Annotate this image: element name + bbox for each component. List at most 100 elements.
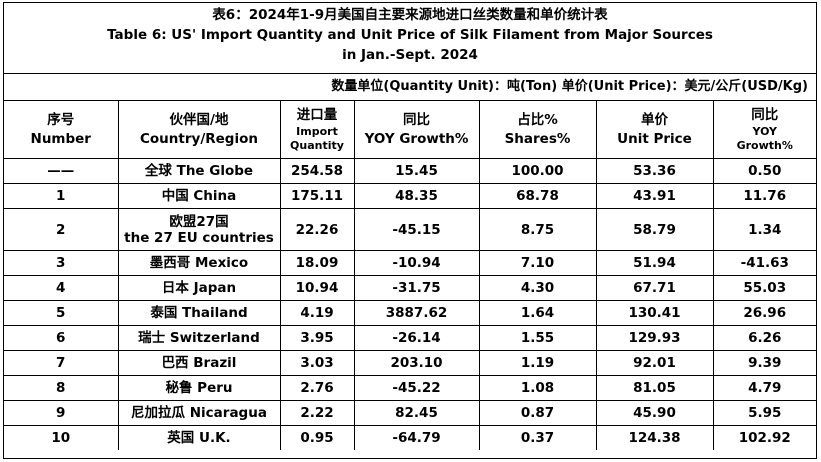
cell-number: 10 [4,425,119,450]
cell-quantity: 4.19 [279,300,355,326]
cell-quantity: 3.03 [279,350,355,376]
cell-country: 中国 China [117,183,281,209]
title-en-line1: Table 6: US' Import Quantity and Unit Pr… [107,27,713,43]
cell-unit-price: 58.79 [595,208,714,251]
cell-number: 8 [4,375,119,401]
cell-yoy: 82.45 [353,400,480,426]
header-yoy: 同比 YOY Growth% [353,100,480,159]
cell-share: 100.00 [478,158,597,184]
cell-unit-price: 92.01 [595,350,714,376]
cell-unit-price: 130.41 [595,300,714,326]
cell-share: 8.75 [478,208,597,251]
cell-country: 泰国 Thailand [117,300,281,326]
cell-unit-price: 53.36 [595,158,714,184]
cell-quantity: 3.95 [279,325,355,351]
table-row: —— 全球 The Globe 254.58 15.45 100.00 53.3… [4,158,816,184]
cell-share: 0.87 [478,400,597,426]
table-frame: 表6：2024年1-9月美国自主要来源地进口丝类数量和单价统计表 Table 6… [3,2,817,459]
cell-price-yoy: 55.03 [712,275,816,301]
cell-country: 墨西哥 Mexico [117,250,281,276]
cell-yoy: -10.94 [353,250,480,276]
cell-unit-price: 45.90 [595,400,714,426]
cell-share: 0.37 [478,425,597,450]
title-divider [4,73,816,74]
cell-quantity: 175.11 [279,183,355,209]
header-row: 序号 Number 伙伴国/地 Country/Region 进口量 Impor… [4,100,816,159]
cell-number: 6 [4,325,119,351]
cell-yoy: 15.45 [353,158,480,184]
cell-unit-price: 43.91 [595,183,714,209]
cell-price-yoy: 0.50 [712,158,816,184]
cell-country: 巴西 Brazil [117,350,281,376]
cell-country: 秘鲁 Peru [117,375,281,401]
cell-quantity: 2.76 [279,375,355,401]
cell-country: 英国 U.K. [117,425,281,450]
table-row: 3 墨西哥 Mexico 18.09 -10.94 7.10 51.94 -41… [4,250,816,276]
cell-number: —— [4,158,119,184]
cell-share: 1.64 [478,300,597,326]
header-quantity: 进口量 Import Quantity [279,100,355,159]
cell-country: 瑞士 Switzerland [117,325,281,351]
header-country: 伙伴国/地 Country/Region [117,100,281,159]
cell-number: 5 [4,300,119,326]
cell-share: 4.30 [478,275,597,301]
cell-country: 欧盟27国 the 27 EU countries [117,208,281,251]
cell-number: 4 [4,275,119,301]
data-table: 序号 Number 伙伴国/地 Country/Region 进口量 Impor… [4,100,816,450]
header-price-yoy: 同比 YOY Growth% [712,100,816,159]
cell-quantity: 10.94 [279,275,355,301]
cell-price-yoy: -41.63 [712,250,816,276]
table-row: 10 英国 U.K. 0.95 -64.79 0.37 124.38 102.9… [4,425,816,450]
header-unit-price: 单价 Unit Price [595,100,714,159]
units-note: 数量单位(Quantity Unit)：吨(Ton) 单价(Unit Price… [331,79,808,94]
cell-yoy: 48.35 [353,183,480,209]
cell-number: 3 [4,250,119,276]
table-row: 9 尼加拉瓜 Nicaragua 2.22 82.45 0.87 45.90 5… [4,400,816,426]
cell-number: 9 [4,400,119,426]
cell-yoy: -45.22 [353,375,480,401]
header-number: 序号 Number [4,100,119,159]
table-row: 8 秘鲁 Peru 2.76 -45.22 1.08 81.05 4.79 [4,375,816,401]
cell-share: 1.19 [478,350,597,376]
table-row: 7 巴西 Brazil 3.03 203.10 1.19 92.01 9.39 [4,350,816,376]
cell-country: 日本 Japan [117,275,281,301]
cell-yoy: 3887.62 [353,300,480,326]
table-row: 2 欧盟27国 the 27 EU countries 22.26 -45.15… [4,208,816,251]
cell-share: 68.78 [478,183,597,209]
cell-quantity: 254.58 [279,158,355,184]
country-line: 欧盟27国 [169,213,229,230]
cell-yoy: 203.10 [353,350,480,376]
cell-price-yoy: 1.34 [712,208,816,251]
cell-country: 尼加拉瓜 Nicaragua [117,400,281,426]
cell-yoy: -31.75 [353,275,480,301]
cell-price-yoy: 102.92 [712,425,816,450]
cell-unit-price: 67.71 [595,275,714,301]
header-share: 占比% Shares% [478,100,597,159]
cell-quantity: 22.26 [279,208,355,251]
table-row: 6 瑞士 Switzerland 3.95 -26.14 1.55 129.93… [4,325,816,351]
table-row: 5 泰国 Thailand 4.19 3887.62 1.64 130.41 2… [4,300,816,326]
cell-quantity: 0.95 [279,425,355,450]
cell-yoy: -64.79 [353,425,480,450]
cell-price-yoy: 26.96 [712,300,816,326]
cell-price-yoy: 9.39 [712,350,816,376]
cell-price-yoy: 5.95 [712,400,816,426]
cell-quantity: 2.22 [279,400,355,426]
cell-yoy: -26.14 [353,325,480,351]
country-line: the 27 EU countries [124,229,274,246]
cell-quantity: 18.09 [279,250,355,276]
cell-unit-price: 129.93 [595,325,714,351]
cell-unit-price: 51.94 [595,250,714,276]
cell-share: 7.10 [478,250,597,276]
cell-number: 7 [4,350,119,376]
cell-yoy: -45.15 [353,208,480,251]
title-en-line2: in Jan.-Sept. 2024 [342,47,478,63]
cell-price-yoy: 6.26 [712,325,816,351]
cell-share: 1.08 [478,375,597,401]
cell-number: 1 [4,183,119,209]
cell-unit-price: 81.05 [595,375,714,401]
table-title: 表6：2024年1-9月美国自主要来源地进口丝类数量和单价统计表 Table 6… [4,5,816,65]
cell-price-yoy: 11.76 [712,183,816,209]
cell-price-yoy: 4.79 [712,375,816,401]
cell-country: 全球 The Globe [117,158,281,184]
